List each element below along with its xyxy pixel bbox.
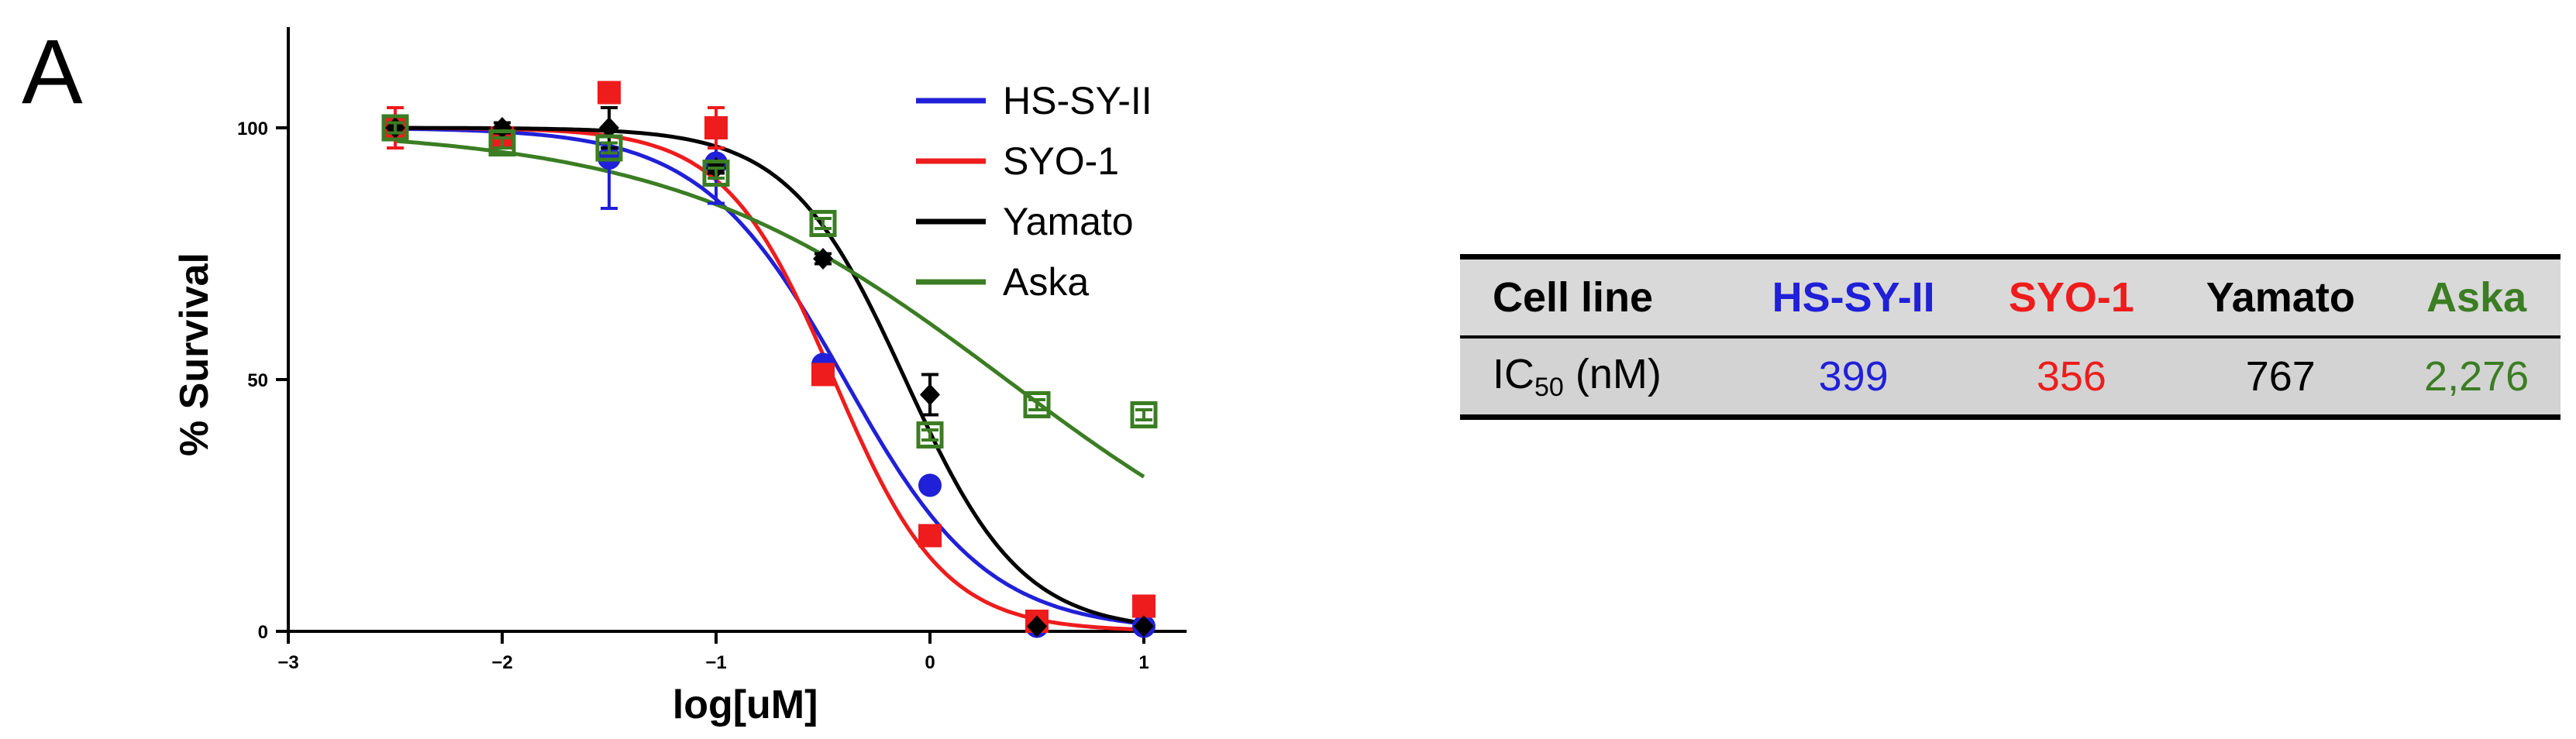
ic50-label-unit: (nM) bbox=[1563, 351, 1662, 397]
data-point-yamato bbox=[599, 117, 619, 139]
x-tick-label: −1 bbox=[705, 652, 726, 673]
data-point-aska bbox=[1023, 391, 1051, 418]
header-cell-syo-1: SYO-1 bbox=[1974, 254, 2169, 339]
x-tick-label: 1 bbox=[1138, 652, 1149, 673]
legend-label-yamato: Yamato bbox=[1003, 200, 1134, 243]
y-tick-label: 100 bbox=[237, 119, 268, 139]
data-point-syo-1 bbox=[704, 116, 728, 139]
ic50-value-hs-sy-ii: 399 bbox=[1732, 337, 1975, 420]
data-point-aska bbox=[1130, 401, 1158, 428]
header-cell-label: Cell line bbox=[1460, 254, 1733, 339]
data-point-aska bbox=[916, 421, 944, 449]
table-header-row: Cell line HS-SY-II SYO-1 Yamato Aska bbox=[1460, 254, 2561, 339]
ic50-value-syo-1: 356 bbox=[1974, 337, 2169, 420]
ic50-value-yamato: 767 bbox=[2168, 337, 2393, 420]
ic50-table: Cell line HS-SY-II SYO-1 Yamato Aska IC50 (… bbox=[1460, 254, 2561, 420]
chart-legend: HS-SY-II SYO-1 Yamato Aska bbox=[916, 79, 1152, 304]
dose-response-chart: −3 −2 −1 0 1 0 50 100 log[uM] % Survival HS-SY-II… bbox=[172, 27, 1187, 727]
x-tick-label: −2 bbox=[491, 652, 512, 673]
x-tick-label: 0 bbox=[925, 652, 935, 673]
data-point-aska bbox=[381, 114, 409, 142]
legend-label-syo-1: SYO-1 bbox=[1003, 139, 1119, 183]
fit-curve-yamato bbox=[395, 125, 1145, 625]
x-axis-label: log[uM] bbox=[673, 682, 818, 727]
header-cell-yamato: Yamato bbox=[2168, 254, 2393, 339]
data-point-yamato bbox=[920, 383, 940, 406]
panel-label: A bbox=[22, 21, 83, 123]
data-point-yamato bbox=[813, 248, 833, 270]
data-point-syo-1 bbox=[598, 81, 621, 105]
ic50-value-aska: 2,276 bbox=[2392, 337, 2561, 420]
data-point-aska bbox=[595, 134, 623, 162]
x-tick-label: −3 bbox=[277, 652, 298, 673]
fit-curve-aska bbox=[394, 139, 1145, 479]
data-point-yamato bbox=[1027, 615, 1047, 638]
y-axis-label: % Survival bbox=[172, 253, 217, 456]
table-value-row: IC50 (nM) 399 356 767 2,276 bbox=[1460, 337, 2561, 420]
data-point-hs-sy-ii bbox=[918, 473, 942, 497]
ic50-label-subscript: 50 bbox=[1534, 373, 1564, 402]
data-point-aska bbox=[702, 160, 730, 187]
data-point-aska bbox=[488, 129, 516, 156]
data-point-aska bbox=[809, 210, 837, 237]
data-point-syo-1 bbox=[811, 363, 835, 387]
fit-curves bbox=[394, 125, 1145, 632]
y-tick-label: 50 bbox=[247, 370, 268, 391]
y-tick-label: 0 bbox=[258, 622, 268, 643]
header-cell-hs-sy-ii: HS-SY-II bbox=[1732, 254, 1975, 339]
ic50-row-label: IC50 (nM) bbox=[1460, 337, 1733, 420]
legend-label-aska: Aska bbox=[1003, 260, 1089, 304]
data-points bbox=[381, 81, 1158, 638]
data-point-yamato bbox=[1134, 615, 1154, 638]
fit-curve-hs-sy-ii bbox=[394, 126, 1145, 626]
legend-label-hs-sy-ii: HS-SY-II bbox=[1003, 79, 1152, 122]
header-cell-aska: Aska bbox=[2392, 254, 2561, 339]
ic50-label-main: IC bbox=[1493, 351, 1534, 397]
chart-axes: −3 −2 −1 0 1 0 50 100 log[uM] % Survival bbox=[172, 27, 1187, 727]
data-point-syo-1 bbox=[918, 524, 942, 548]
data-point-syo-1 bbox=[1132, 594, 1155, 618]
